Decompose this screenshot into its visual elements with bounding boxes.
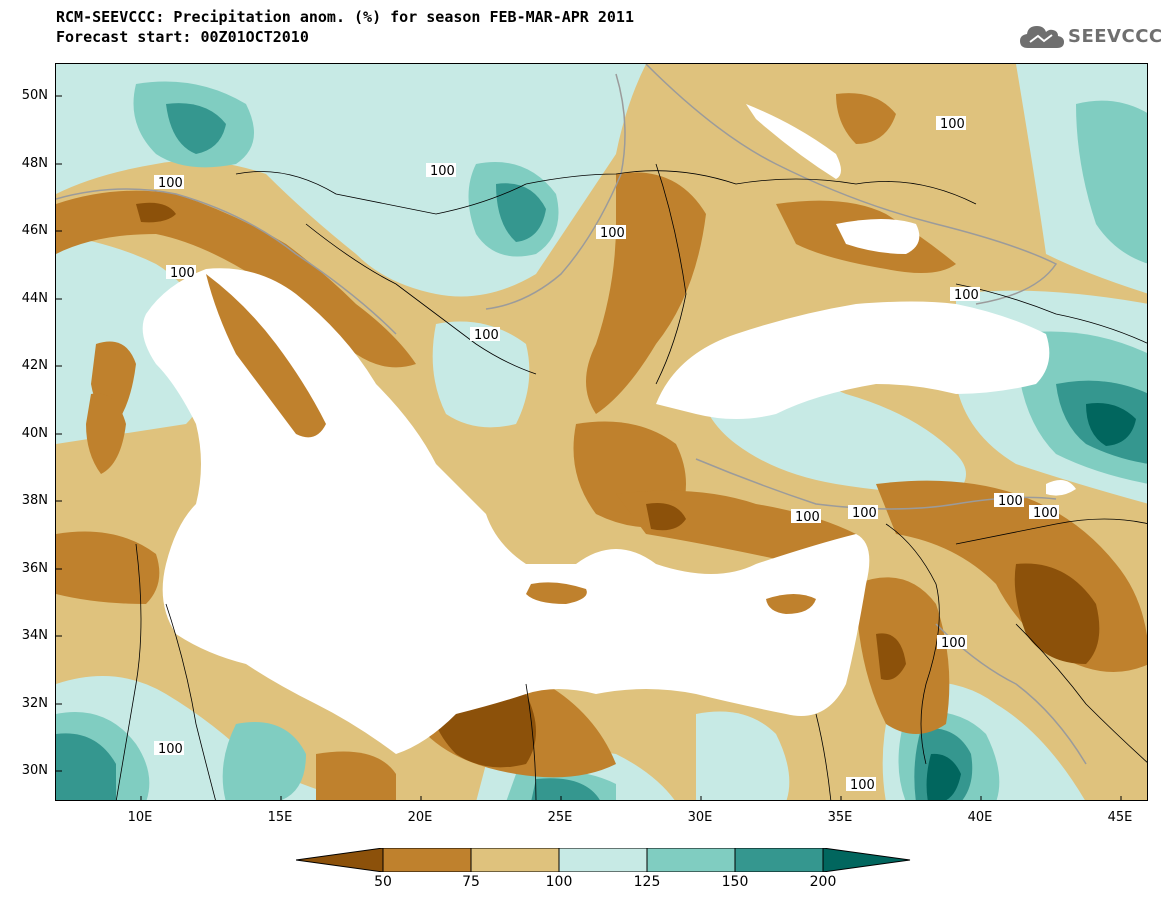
lat-label-40n: 40N — [21, 426, 48, 441]
mediterranean-sea — [142, 268, 870, 754]
lat-label-34n: 34N — [21, 628, 48, 643]
legend-swatch — [382, 848, 472, 872]
anomaly-above-200-region — [926, 753, 961, 800]
contour-lines — [56, 64, 1087, 765]
svg-text:100: 100 — [158, 176, 183, 191]
lon-label-25e: 25E — [547, 810, 573, 825]
svg-text:100: 100 — [795, 510, 820, 525]
contour-label: 100 — [846, 777, 876, 793]
lon-label-45e: 45E — [1107, 810, 1133, 825]
legend-swatch — [734, 848, 824, 872]
anomaly-100-125-region — [696, 711, 790, 800]
seevccc-logo: SEEVCCC — [1018, 20, 1162, 56]
anomaly-below-50-region — [876, 633, 906, 680]
svg-text:100: 100 — [600, 226, 625, 241]
lat-label-42n: 42N — [21, 358, 48, 373]
lon-label-15e: 15E — [267, 810, 293, 825]
anomaly-below-50-region — [136, 202, 176, 223]
map-area[interactable]: 100 100 100 100 100 100 100 100 100 100 … — [55, 63, 1148, 801]
anomaly-50-75-region — [56, 531, 160, 604]
contour-label: 100 — [791, 509, 821, 525]
anomaly-below-50-region — [1014, 563, 1100, 664]
lon-label-30e: 30E — [687, 810, 713, 825]
dnieper-reservoir — [746, 104, 841, 179]
lon-label-20e: 20E — [407, 810, 433, 825]
legend-swatch — [822, 848, 911, 872]
legend-label-150: 150 — [721, 874, 749, 890]
legend-swatch — [470, 848, 560, 872]
anomaly-above-200-region — [1086, 403, 1136, 446]
svg-text:100: 100 — [430, 164, 455, 179]
lat-label-48n: 48N — [21, 156, 48, 171]
svg-text:100: 100 — [941, 636, 966, 651]
anomaly-50-75-region — [316, 751, 396, 800]
lat-label-30n: 30N — [21, 763, 48, 778]
anomaly-125-150-region — [1076, 100, 1147, 264]
svg-text:100: 100 — [158, 742, 183, 757]
anomaly-150-200-region — [531, 778, 600, 800]
anomaly-150-200-region — [166, 103, 226, 154]
lake-van — [1046, 480, 1076, 496]
lon-label-10e: 10E — [127, 810, 153, 825]
svg-text:100: 100 — [474, 328, 499, 343]
svg-text:100: 100 — [1033, 506, 1058, 521]
axis-ticks — [56, 95, 1122, 800]
legend-swatch — [296, 848, 384, 872]
lat-label-46n: 46N — [21, 223, 48, 238]
legend-label-200: 200 — [809, 874, 837, 890]
contour-label: 100 — [937, 635, 967, 651]
lat-label-44n: 44N — [21, 291, 48, 306]
precipitation-anomaly-map: 100 100 100 100 100 100 100 100 100 100 … — [56, 64, 1147, 800]
svg-text:100: 100 — [954, 288, 979, 303]
svg-text:100: 100 — [850, 778, 875, 793]
country-borders — [115, 163, 1147, 800]
anomaly-50-75-region — [86, 393, 126, 474]
anomaly-50-75-region — [836, 93, 896, 144]
legend-label-125: 125 — [633, 874, 661, 890]
contour-label: 100 — [166, 265, 196, 281]
lon-label-35e: 35E — [827, 810, 853, 825]
lat-label-38n: 38N — [21, 493, 48, 508]
cyprus-island — [766, 594, 816, 614]
anomaly-150-200-region — [56, 733, 116, 800]
lat-label-36n: 36N — [21, 561, 48, 576]
italy-landmass — [206, 274, 326, 438]
anomaly-150-200-region — [496, 183, 546, 242]
sea-of-azov — [836, 219, 920, 254]
contour-value-labels: 100 100 100 100 100 100 100 100 100 100 … — [154, 116, 1059, 793]
svg-text:100: 100 — [998, 494, 1023, 509]
anomaly-125-150-region — [222, 722, 306, 800]
contour-label: 100 — [950, 287, 980, 303]
svg-text:100: 100 — [940, 117, 965, 132]
legend-label-75: 75 — [462, 874, 480, 890]
contour-label: 100 — [596, 225, 626, 241]
forecast-start-label: Forecast start: 00Z01OCT2010 — [56, 28, 309, 46]
contour-label: 100 — [1029, 505, 1059, 521]
crete-island — [526, 582, 587, 604]
legend-swatch — [558, 848, 648, 872]
legend-swatch — [646, 848, 736, 872]
legend-label-100: 100 — [545, 874, 573, 890]
contour-label: 100 — [154, 741, 184, 757]
legend-label-50: 50 — [374, 874, 392, 890]
cloud-icon — [1020, 26, 1064, 48]
svg-text:100: 100 — [852, 506, 877, 521]
lon-label-40e: 40E — [967, 810, 993, 825]
contour-label: 100 — [994, 493, 1024, 509]
lat-label-32n: 32N — [21, 696, 48, 711]
svg-text:100: 100 — [170, 266, 195, 281]
lat-label-50n: 50N — [21, 88, 48, 103]
anomaly-100-125-region — [432, 321, 530, 428]
contour-label: 100 — [470, 327, 500, 343]
map-title: RCM-SEEVCCC: Precipitation anom. (%) for… — [56, 8, 634, 26]
anomaly-below-50-region — [646, 503, 686, 531]
contour-label: 100 — [936, 116, 966, 132]
black-sea — [656, 301, 1050, 419]
contour-label: 100 — [154, 175, 184, 191]
logo-text: SEEVCCC — [1068, 26, 1163, 47]
contour-label: 100 — [848, 505, 878, 521]
contour-label: 100 — [426, 163, 456, 179]
colorbar-legend — [296, 848, 911, 872]
